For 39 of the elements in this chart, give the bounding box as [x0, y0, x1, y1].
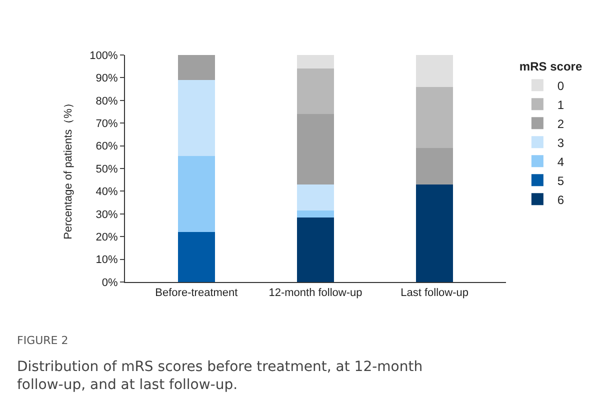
bar	[416, 184, 454, 282]
legend-label: 6	[557, 192, 564, 207]
bar	[297, 55, 334, 69]
y-tick-label: 60%	[96, 140, 118, 153]
legend-label: 5	[557, 174, 564, 188]
y-tick-label: 20%	[96, 231, 118, 244]
text: Distribution of mRS scores before treatment, at 12-month follow-up, and at last follow-up.	[17, 359, 423, 394]
bar	[297, 184, 334, 210]
bar	[178, 55, 215, 80]
y-tick-label: 30%	[96, 208, 118, 221]
legend-title: mRS score	[519, 60, 582, 74]
y-tick-label: 90%	[96, 72, 118, 85]
caption: FIGURE 2	[17, 334, 68, 347]
y-tick-label: 50%	[96, 163, 118, 176]
legend-label: 0	[557, 78, 564, 93]
bar	[416, 148, 454, 184]
bar	[297, 210, 334, 218]
y-axis-title: Percentage of patients（%）	[62, 98, 74, 240]
bar	[297, 217, 334, 282]
y-tick-label: 80%	[96, 95, 118, 108]
y-tick-label: 40%	[96, 186, 118, 198]
y-tick-label: 10%	[96, 254, 118, 266]
x-tick-label: Before-treatment	[155, 287, 238, 300]
y-tick-label: 70%	[96, 118, 118, 130]
legend-label: 2	[557, 116, 564, 131]
legend-label: 1	[557, 98, 564, 112]
legend-label: 3	[557, 136, 564, 150]
bar	[416, 55, 454, 87]
bar	[178, 80, 215, 156]
x-tick-label: Last follow-up	[400, 287, 468, 300]
bar	[297, 114, 334, 184]
x-tick-label: 12-month follow-up	[268, 287, 362, 300]
bar	[178, 232, 215, 282]
legend-label: 4	[557, 154, 564, 169]
bar	[178, 156, 215, 232]
y-tick-label: 100%	[90, 50, 118, 62]
y-tick-label: 0%	[102, 276, 118, 289]
bar	[416, 86, 454, 148]
bar	[297, 68, 334, 114]
